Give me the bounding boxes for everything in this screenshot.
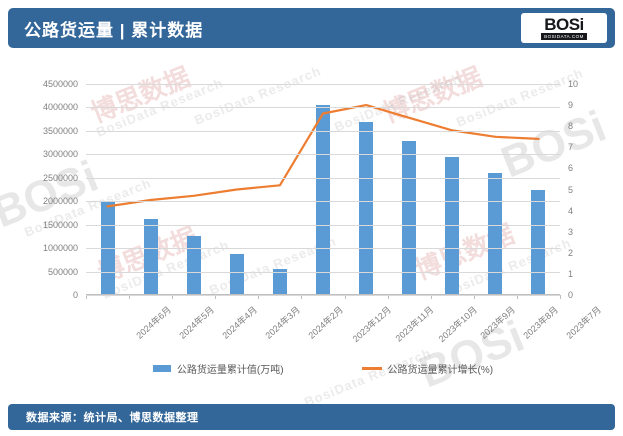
x-axis-tick [387,295,389,299]
x-axis-tick [172,295,174,299]
y-axis-left-tick: 3000000 [42,149,78,160]
legend-label-bar: 公路货运量累计值(万吨) [176,364,284,376]
plot-area [86,84,561,299]
y-axis-left-tick: 4000000 [42,102,78,113]
y-axis-left-tick: 2000000 [42,196,78,207]
bar[interactable] [186,236,201,295]
x-axis-tick [129,295,131,299]
y-axis-right-tick: 10 [568,79,579,89]
page-header: 公路货运量 | 累计数据 BOSi BOSIDATA.COM [8,8,615,48]
y-axis-right-tick: 0 [568,290,574,300]
x-axis-label: 2023年7月 [564,304,604,341]
x-axis-tick [86,295,87,299]
y-axis-left-tick: 1500000 [42,219,78,230]
x-axis-tick [301,295,303,299]
x-axis-label: 2024年3月 [263,304,302,341]
y-axis-right-labels: 0 1 2 3 4 5 6 7 8 9 10 [566,79,606,300]
gridline [86,107,560,109]
gridline [86,130,560,132]
y-axis-left-labels: 0 500000 1000000 1500000 2000000 2500000 30000… [16,79,82,300]
x-axis-label: 2023年11月 [393,304,436,344]
gridline [86,154,560,156]
bar[interactable] [359,122,374,295]
bar[interactable] [229,254,244,295]
x-axis-label: 2023年12月 [350,304,394,345]
line-series [106,104,540,208]
x-axis-label: 2024年5月 [177,304,216,341]
x-axis-tick [215,295,217,299]
legend-swatch-line-icon [361,366,382,370]
gridline [86,177,560,179]
bar[interactable] [272,269,287,295]
legend-item-bar[interactable]: 公路货运量累计值(万吨) [152,361,284,376]
y-axis-left-tick: 1000000 [42,243,78,254]
x-axis-label: 2024年2月 [306,304,345,341]
y-axis-left-tick: 3500000 [42,125,78,136]
x-axis-line [86,294,560,295]
bar[interactable] [402,141,417,295]
x-axis-tick [516,295,518,299]
x-axis-labels: 2024年6月 2024年5月 2024年4月 2024年3月 2024年2月 2023年… [86,299,604,359]
bar[interactable] [488,173,503,295]
bosi-logo: BOSi BOSIDATA.COM [521,13,607,43]
bar[interactable] [316,105,330,295]
logo-domain: BOSIDATA.COM [541,32,587,40]
page-footer: 数据来源：统计局、博思数据整理 [8,404,615,430]
y-axis-left-tick: 2500000 [42,172,78,183]
x-axis-tick [344,295,346,299]
x-axis-tick [258,295,260,299]
x-axis-label: 2024年4月 [220,304,259,341]
page-title: 公路货运量 | 累计数据 [24,20,204,40]
x-axis-label: 2024年6月 [133,304,173,341]
y-axis-right-tick: 3 [568,226,574,237]
legend-item-line[interactable]: 公路货运量累计增长(%) [361,361,494,376]
x-axis-tick [560,295,561,299]
data-source-text: 数据来源：统计局、博思数据整理 [26,412,199,424]
y-axis-right-tick: 8 [568,121,574,132]
chart-legend: 公路货运量累计值(万吨) 公路货运量累计增长(%) [86,357,560,379]
gridline [86,201,560,203]
x-axis-label: 2023年10月 [436,304,480,345]
y-axis-left-tick: 500000 [47,266,78,277]
x-axis-tick [430,295,432,299]
x-axis-label: 2023年8月 [521,304,561,341]
y-axis-right-tick: 5 [568,184,574,195]
chart-canvas: 0 500000 1000000 1500000 2000000 2500000 30000… [8,52,615,392]
y-axis-left-tick: 4500000 [42,79,78,89]
y-axis-right-tick: 6 [568,163,574,174]
gridline [86,271,560,273]
gridline [86,84,560,85]
y-axis-right-tick: 1 [568,268,574,279]
y-axis-right-tick: 4 [568,205,574,216]
y-axis-right-tick: 9 [568,100,574,111]
x-axis-tick [473,295,475,299]
y-axis-right-tick: 7 [568,142,574,153]
bar[interactable] [143,219,158,295]
logo-wordmark: BOSi [544,14,584,34]
legend-swatch-bar-icon [152,364,171,372]
gridline [86,224,560,226]
bar[interactable] [531,190,546,295]
x-axis-label: 2023年9月 [478,304,518,341]
legend-label-line: 公路货运量累计增长(%) [387,364,494,376]
y-axis-right-tick: 2 [568,247,574,258]
bar-series [86,84,561,299]
bar[interactable] [445,157,460,295]
y-axis-left-tick: 0 [72,290,78,300]
gridline [86,295,560,296]
gridline [86,248,560,250]
